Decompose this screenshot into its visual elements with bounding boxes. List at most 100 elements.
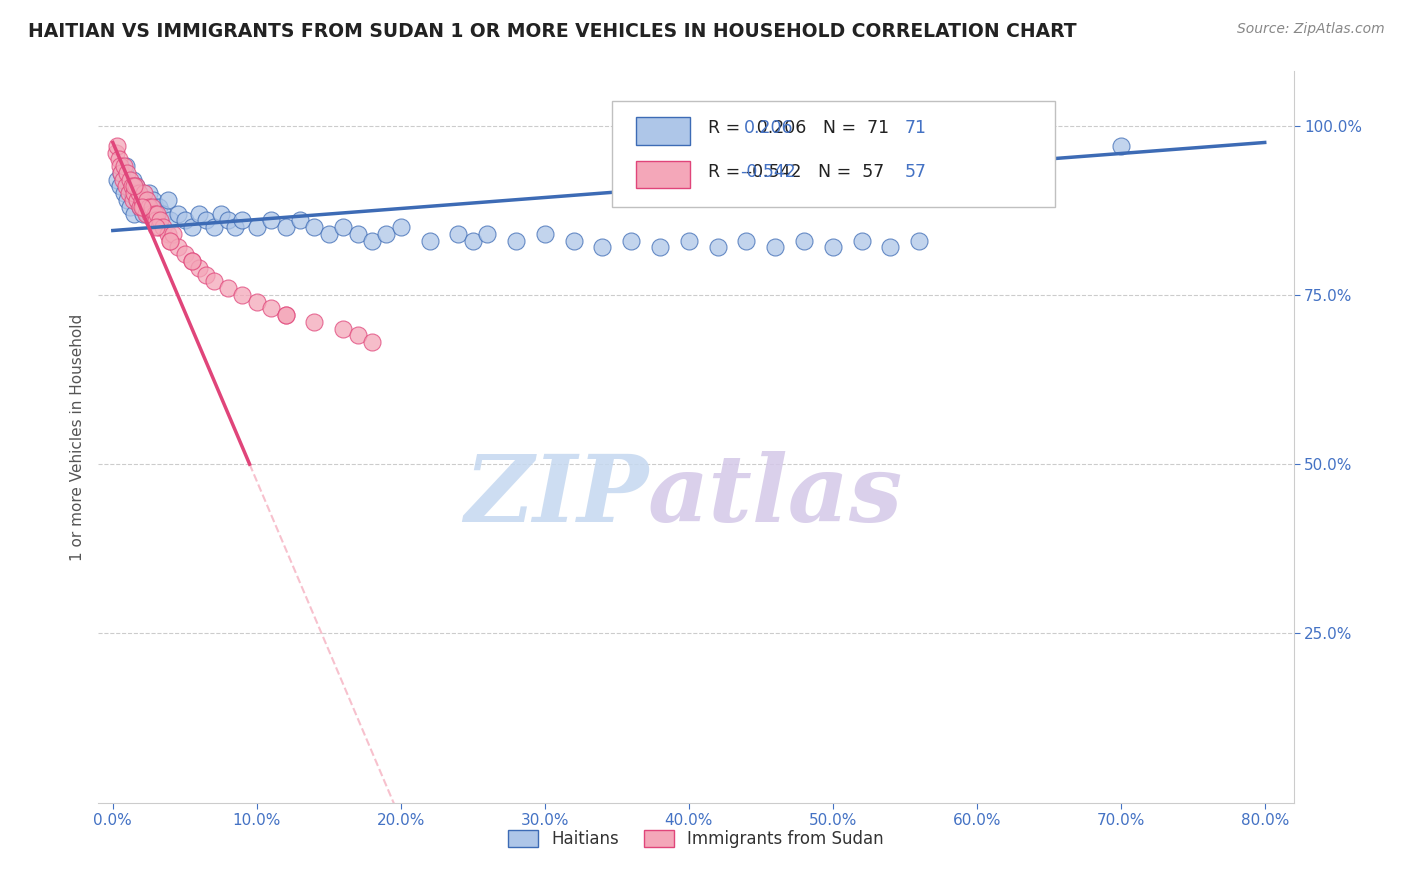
Point xyxy=(120,200,142,214)
Point xyxy=(129,200,152,214)
Point xyxy=(908,234,931,248)
Point xyxy=(145,206,167,220)
Point xyxy=(110,166,132,180)
Point xyxy=(108,179,131,194)
Point xyxy=(108,159,131,173)
Point xyxy=(122,172,145,186)
Point xyxy=(152,220,174,235)
Point xyxy=(318,227,340,241)
Point xyxy=(159,213,181,227)
Point xyxy=(188,260,211,275)
Point xyxy=(217,281,239,295)
Point xyxy=(181,220,204,235)
Point xyxy=(678,234,700,248)
Point xyxy=(620,234,643,248)
Point xyxy=(166,206,188,220)
Point xyxy=(121,186,143,201)
Point xyxy=(274,308,297,322)
Point xyxy=(142,213,165,227)
Point xyxy=(202,220,225,235)
Point xyxy=(1109,139,1132,153)
Point xyxy=(146,206,169,220)
Point xyxy=(125,179,148,194)
Point xyxy=(231,288,253,302)
Text: R =   0.206   N =  71: R = 0.206 N = 71 xyxy=(709,120,889,137)
Point xyxy=(107,153,129,167)
Point xyxy=(477,227,499,241)
Point xyxy=(134,200,156,214)
Point xyxy=(105,172,128,186)
Point xyxy=(145,213,167,227)
Text: R = -0.542   N =  57: R = -0.542 N = 57 xyxy=(709,163,884,181)
Point xyxy=(706,240,728,254)
Point xyxy=(181,254,204,268)
Point xyxy=(195,213,218,227)
Point xyxy=(332,322,354,336)
Point xyxy=(124,179,146,194)
Point xyxy=(361,234,384,248)
Point xyxy=(138,200,160,214)
Point xyxy=(162,227,184,241)
Point xyxy=(128,186,150,201)
Point xyxy=(188,206,211,220)
Point xyxy=(136,193,159,207)
Point xyxy=(131,193,153,207)
Point xyxy=(125,179,148,194)
Point xyxy=(181,254,204,268)
Point xyxy=(148,200,170,214)
Legend: Haitians, Immigrants from Sudan: Haitians, Immigrants from Sudan xyxy=(499,822,893,856)
Point xyxy=(124,186,146,201)
Point xyxy=(821,240,844,254)
Point xyxy=(851,234,873,248)
Point xyxy=(112,159,135,173)
Point xyxy=(115,166,138,180)
Point xyxy=(173,247,195,261)
Point xyxy=(231,213,253,227)
Point xyxy=(143,200,166,214)
Bar xyxy=(637,161,690,188)
Point xyxy=(141,206,163,220)
Point xyxy=(141,200,163,214)
Point xyxy=(139,200,162,214)
Point xyxy=(209,206,232,220)
Text: HAITIAN VS IMMIGRANTS FROM SUDAN 1 OR MORE VEHICLES IN HOUSEHOLD CORRELATION CHA: HAITIAN VS IMMIGRANTS FROM SUDAN 1 OR MO… xyxy=(28,22,1077,41)
Point xyxy=(505,234,527,248)
Text: 0.206: 0.206 xyxy=(744,120,793,137)
Point xyxy=(149,213,172,227)
Point xyxy=(118,186,141,201)
Text: -0.542: -0.542 xyxy=(740,163,796,181)
Point xyxy=(562,234,585,248)
Point xyxy=(591,240,613,254)
Point xyxy=(121,179,143,194)
Point xyxy=(389,220,412,235)
Point xyxy=(115,193,138,207)
Point xyxy=(156,193,179,207)
Point xyxy=(879,240,901,254)
Text: atlas: atlas xyxy=(648,450,904,541)
FancyBboxPatch shape xyxy=(613,101,1054,207)
Point xyxy=(128,186,150,201)
Point xyxy=(131,200,153,214)
Text: 71: 71 xyxy=(905,120,927,137)
Point xyxy=(132,200,155,214)
Point xyxy=(156,227,179,241)
Point xyxy=(135,193,157,207)
Point xyxy=(104,145,127,160)
Point xyxy=(131,193,153,207)
Point xyxy=(260,213,283,227)
Point xyxy=(139,206,162,220)
Point xyxy=(332,220,354,235)
Point xyxy=(105,139,128,153)
Point xyxy=(346,227,368,241)
Point xyxy=(166,240,188,254)
Point xyxy=(118,179,141,194)
Text: ZIP: ZIP xyxy=(464,450,648,541)
Point xyxy=(159,234,181,248)
Bar xyxy=(637,117,690,145)
Y-axis label: 1 or more Vehicles in Household: 1 or more Vehicles in Household xyxy=(69,313,84,561)
Point xyxy=(202,274,225,288)
Point xyxy=(114,179,136,194)
Point xyxy=(419,234,441,248)
Text: Source: ZipAtlas.com: Source: ZipAtlas.com xyxy=(1237,22,1385,37)
Point xyxy=(112,186,135,201)
